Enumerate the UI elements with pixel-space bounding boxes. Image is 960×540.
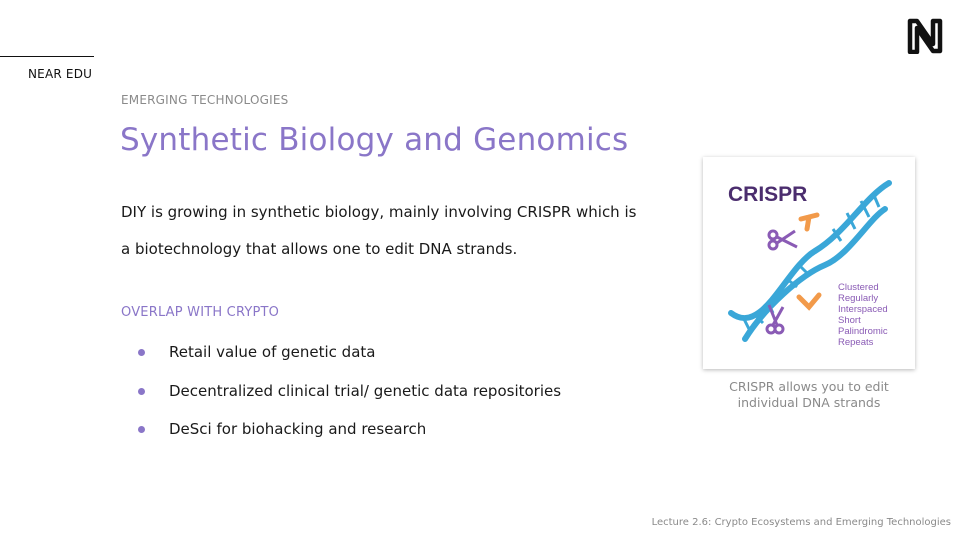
brand-label: NEAR EDU bbox=[28, 67, 93, 81]
overlap-heading: OVERLAP WITH CRYPTO bbox=[121, 305, 280, 320]
scissors-icon bbox=[767, 229, 798, 251]
caption-line-1: CRISPR allows you to edit bbox=[729, 379, 889, 394]
footer-lecture-label: Lecture 2.6: Crypto Ecosystems and Emerg… bbox=[651, 517, 951, 528]
section-kicker: EMERGING TECHNOLOGIES bbox=[121, 93, 289, 107]
figure-caption: CRISPR allows you to edit individual DNA… bbox=[703, 379, 915, 411]
svg-text:Short: Short bbox=[838, 315, 861, 326]
list-item-text: Retail value of genetic data bbox=[169, 343, 376, 361]
dna-strand-a bbox=[728, 180, 892, 322]
caption-line-2: individual DNA strands bbox=[737, 395, 881, 410]
bullet-dot-icon bbox=[138, 387, 145, 395]
svg-text:Interspaced: Interspaced bbox=[838, 304, 888, 315]
crispr-words: Clustered Regularly Interspaced Short Pa… bbox=[838, 282, 888, 348]
scissors-icon bbox=[765, 304, 785, 335]
svg-text:Repeats: Repeats bbox=[838, 337, 874, 348]
list-item-text: DeSci for biohacking and research bbox=[169, 420, 427, 438]
bullet-dot-icon bbox=[138, 426, 145, 433]
crispr-illustration: CRISPR bbox=[728, 180, 892, 348]
intro-line-1: DIY is growing in synthetic biology, mai… bbox=[121, 203, 637, 221]
orange-fragment-bottom bbox=[796, 292, 822, 311]
crispr-image-title: CRISPR bbox=[728, 183, 807, 206]
page-title: Synthetic Biology and Genomics bbox=[120, 122, 629, 158]
near-logo-icon bbox=[907, 18, 943, 54]
svg-text:Palindromic: Palindromic bbox=[838, 326, 888, 337]
orange-fragment-top bbox=[798, 212, 820, 232]
dna-strand-b bbox=[742, 206, 888, 342]
svg-text:Regularly: Regularly bbox=[838, 293, 878, 304]
top-rule bbox=[0, 56, 94, 57]
list-item-text: Decentralized clinical trial/ genetic da… bbox=[169, 381, 562, 400]
intro-line-2: a biotechnology that allows one to edit … bbox=[121, 240, 518, 258]
crispr-figure: CRISPR bbox=[703, 157, 915, 369]
bullet-dot-icon bbox=[138, 349, 145, 356]
svg-text:Clustered: Clustered bbox=[838, 282, 879, 293]
